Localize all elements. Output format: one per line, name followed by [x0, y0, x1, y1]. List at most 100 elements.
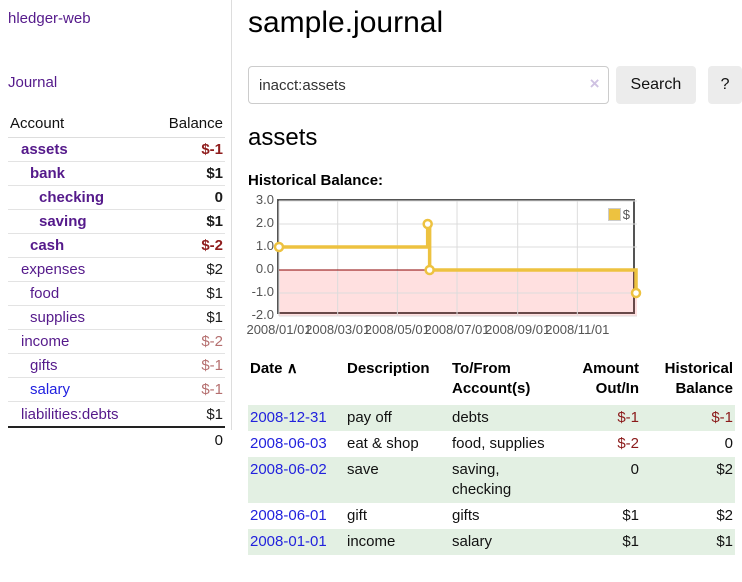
accounts-header-balance: Balance — [168, 115, 223, 132]
y-tick-label: 1.0 — [255, 238, 274, 253]
register-cell-description: save — [345, 457, 450, 503]
account-balance: $-1 — [201, 141, 223, 158]
account-balance: $1 — [206, 165, 223, 182]
register-cell-description: income — [345, 529, 450, 555]
register-cell-accounts: gifts — [452, 507, 480, 524]
sidebar-item-journal[interactable]: Journal — [8, 74, 58, 91]
account-link[interactable]: expenses — [21, 261, 86, 278]
account-row: salary $-1 — [8, 378, 225, 402]
register-header-amount: Amount Out/In — [582, 360, 639, 397]
account-row: cash $-2 — [8, 234, 225, 258]
search-button[interactable]: Search — [615, 66, 697, 104]
account-link[interactable]: checking — [39, 189, 105, 206]
register-cell-balance: $2 — [716, 507, 733, 524]
register-header-balance: Historical Balance — [664, 360, 733, 397]
account-balance: $-2 — [201, 333, 223, 350]
account-link[interactable]: saving — [39, 213, 87, 230]
register-cell-description: gift — [347, 507, 368, 524]
legend-swatch-icon — [607, 208, 621, 221]
account-row: gifts $-1 — [8, 354, 225, 378]
y-tick-label: 2.0 — [255, 215, 274, 230]
account-link[interactable]: cash — [30, 237, 65, 254]
account-link[interactable]: assets — [21, 141, 68, 158]
register-cell-date: 2008-06-03 — [248, 431, 345, 457]
register-cell-amount: $-2 — [617, 435, 639, 452]
register-cell-amount: $1 — [622, 507, 639, 524]
account-balance: $-1 — [201, 357, 223, 374]
x-tick-label: 2008/03/01 — [305, 322, 371, 337]
legend-label: $ — [622, 207, 630, 222]
account-link[interactable]: supplies — [30, 309, 86, 326]
register-cell-accounts: debts — [450, 405, 545, 431]
account-balance: $-1 — [201, 381, 223, 398]
register-table: Date ∧ Description To/From Account(s) Am… — [248, 357, 735, 555]
account-row: liabilities:debts $1 — [8, 402, 225, 426]
register-cell-balance: $-1 — [641, 405, 735, 431]
accounts-header-account: Account — [10, 115, 65, 132]
main-content: sample.journal × Search ? assets Histori… — [246, 0, 742, 555]
accounts-total-row: 0 — [8, 426, 225, 452]
chart-legend: $ — [607, 207, 630, 222]
chart-title: Historical Balance: — [248, 172, 384, 189]
page-title: sample.journal — [248, 6, 444, 39]
accounts-table-header: Account Balance — [8, 111, 225, 138]
y-tick-label: 0.0 — [255, 261, 274, 276]
account-balance: $-2 — [201, 237, 223, 254]
account-row: income $-2 — [8, 330, 225, 354]
account-link[interactable]: liabilities:debts — [21, 405, 119, 423]
account-link[interactable]: bank — [30, 165, 66, 182]
account-balance: $1 — [206, 285, 223, 302]
x-tick-label: 2008/11/01 — [545, 322, 610, 337]
register-header-date[interactable]: Date ∧ — [250, 360, 298, 377]
accounts-total-value: 0 — [214, 431, 223, 449]
register-header-accounts: To/From Account(s) — [452, 360, 531, 397]
search-input-wrap: × — [248, 66, 609, 104]
register-cell-description: pay off — [345, 405, 450, 431]
account-row: bank $1 — [8, 162, 225, 186]
x-tick-label: 2008/07/01 — [424, 322, 490, 337]
y-tick-label: 3.0 — [255, 192, 274, 207]
account-link[interactable]: gifts — [30, 357, 58, 374]
x-tick-label: 2008/09/01 — [485, 322, 551, 337]
account-balance: 0 — [214, 189, 223, 206]
account-balance: $1 — [206, 309, 223, 326]
search-bar: × Search ? — [248, 66, 742, 104]
transaction-date-link[interactable]: 2008-06-02 — [250, 461, 327, 478]
account-row: saving $1 — [8, 210, 225, 234]
account-link[interactable]: salary — [30, 381, 71, 398]
transaction-date-link[interactable]: 2008-06-03 — [250, 435, 327, 452]
x-tick-label: 2008/05/01 — [364, 322, 430, 337]
search-input[interactable] — [248, 66, 609, 104]
account-row: checking 0 — [8, 186, 225, 210]
register-cell-accounts: food, supplies — [452, 435, 545, 452]
register-cell-description: eat & shop — [347, 435, 419, 452]
register-cell-accounts: salary — [450, 529, 545, 555]
transaction-date-link[interactable]: 2008-01-01 — [250, 533, 327, 550]
register-header-description: Description — [347, 360, 430, 377]
accounts-table: Account Balance assets $-1 bank $1 checking 0… — [8, 111, 225, 452]
account-link[interactable]: income — [21, 333, 70, 350]
transaction-date-link[interactable]: 2008-12-31 — [250, 409, 327, 426]
x-tick-label: 2008/01/01 — [246, 322, 312, 337]
register-cell-balance: 0 — [724, 435, 733, 452]
register-cell-amount: 0 — [545, 457, 641, 503]
app-title-link[interactable]: hledger-web — [8, 10, 91, 27]
sidebar: hledger-web Journal Account Balance asse… — [0, 0, 232, 449]
account-row: assets $-1 — [8, 138, 225, 162]
chart-plot-area[interactable]: $ — [273, 199, 642, 317]
account-link[interactable]: food — [30, 285, 60, 302]
transaction-date-link[interactable]: 2008-06-01 — [250, 507, 327, 524]
clear-search-icon[interactable]: × — [589, 74, 600, 93]
account-row: expenses $2 — [8, 258, 225, 282]
register-cell-date: 2008-06-02 — [248, 457, 345, 503]
help-button[interactable]: ? — [708, 66, 742, 104]
account-balance: $1 — [206, 405, 223, 423]
register-cell-date: 2008-06-01 — [248, 503, 345, 529]
sort-ascending-icon: ∧ — [286, 360, 298, 377]
register-cell-amount: $-1 — [545, 405, 641, 431]
accounts-table-body: assets $-1 bank $1 checking 0 saving $1 cash $-2 e… — [8, 138, 225, 426]
register-cell-accounts: saving, checking — [450, 457, 545, 503]
account-balance: $2 — [206, 261, 223, 278]
y-tick-label: -1.0 — [251, 284, 274, 299]
account-row: food $1 — [8, 282, 225, 306]
